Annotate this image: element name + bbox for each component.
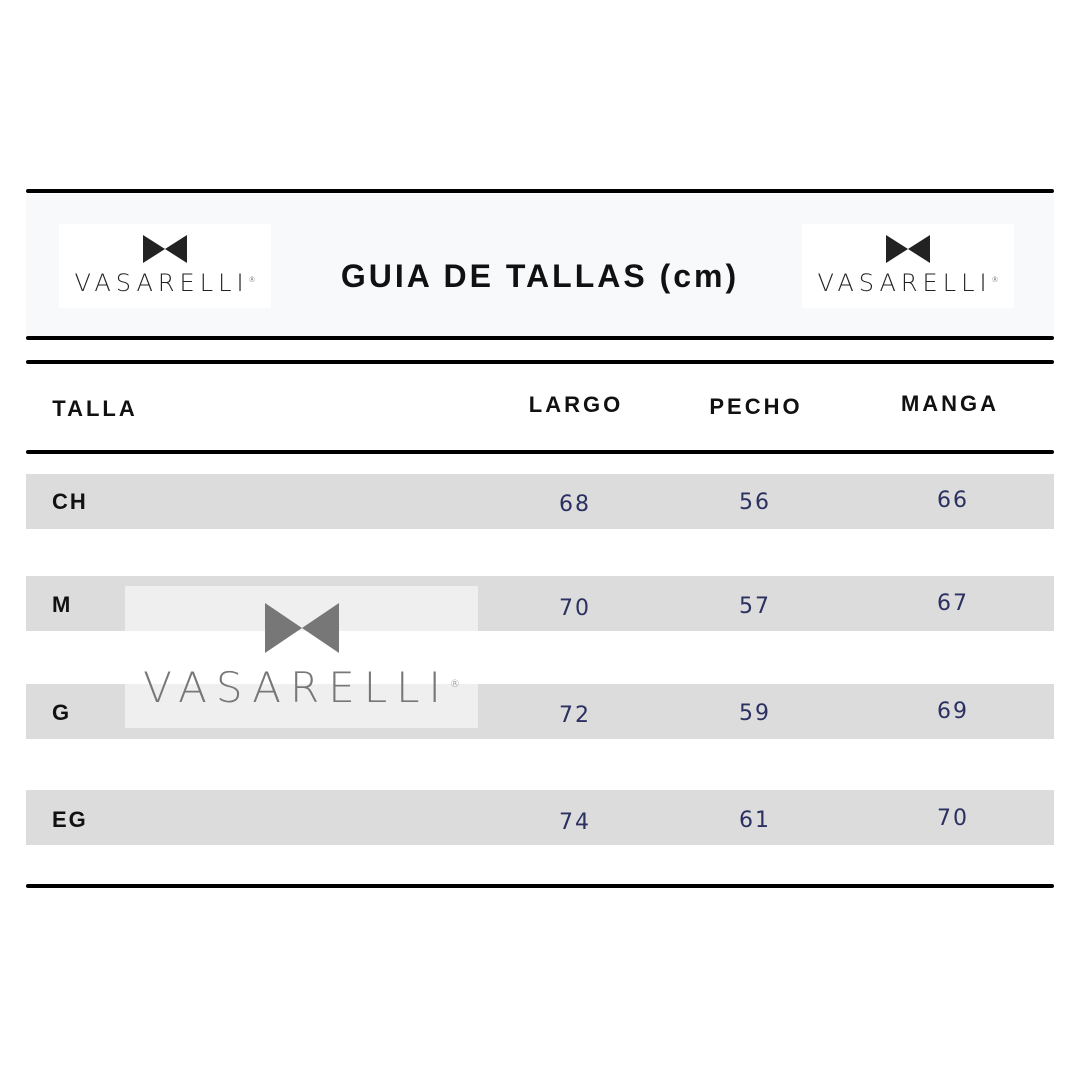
column-header-largo: LARGO [528, 392, 624, 417]
brand-watermark: VASARELLI® [125, 586, 478, 728]
brand-logo-right: VASARELLI® [802, 224, 1014, 308]
table-top-rule [26, 360, 1054, 364]
size-label: M [52, 592, 73, 617]
cell-largo: 72 [559, 703, 591, 728]
brand-name: VASARELLI [817, 269, 992, 297]
registered-mark: ® [449, 678, 460, 690]
bowtie-icon [264, 602, 339, 653]
registered-mark: ® [248, 276, 256, 284]
size-label: CH [52, 489, 88, 514]
cell-manga: 69 [937, 699, 969, 724]
cell-manga: 67 [937, 591, 969, 616]
bowtie-icon [886, 235, 930, 263]
table-row: EG [26, 790, 1054, 845]
cell-largo: 70 [559, 596, 591, 621]
cell-manga: 70 [937, 806, 969, 831]
cell-manga: 66 [937, 488, 969, 513]
bowtie-icon [143, 235, 187, 263]
cell-largo: 74 [559, 810, 591, 835]
cell-largo: 68 [559, 492, 591, 517]
page-title: GUIA DE TALLAS (cm) [340, 258, 740, 294]
brand-name: VASARELLI [143, 662, 450, 712]
size-label: G [52, 700, 72, 725]
cell-pecho: 61 [739, 808, 771, 833]
header-row-rule [26, 450, 1054, 454]
cell-pecho: 57 [739, 594, 771, 619]
cell-pecho: 56 [739, 490, 771, 515]
cell-pecho: 59 [739, 701, 771, 726]
table-row: CH [26, 474, 1054, 529]
header-bottom-rule [26, 336, 1054, 340]
size-label: EG [52, 807, 88, 832]
brand-logo-left: VASARELLI® [59, 224, 271, 308]
column-header-manga: MANGA [900, 391, 1000, 416]
registered-mark: ® [991, 276, 999, 284]
column-header-talla: TALLA [52, 396, 138, 421]
top-rule [26, 189, 1054, 193]
column-header-pecho: PECHO [709, 394, 803, 419]
table-bottom-rule [26, 884, 1054, 888]
brand-name: VASARELLI [74, 269, 249, 297]
